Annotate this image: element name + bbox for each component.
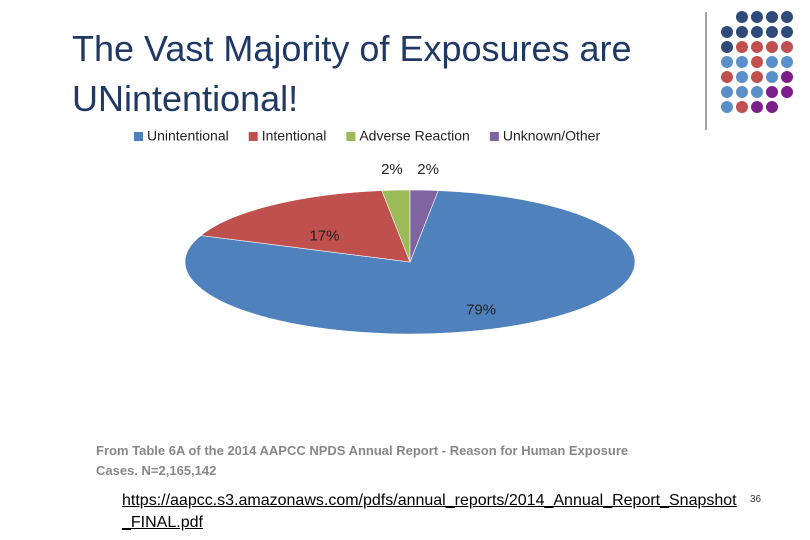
pie-slice: [409, 189, 439, 263]
dot: [736, 41, 748, 53]
pie-slice: [200, 190, 411, 263]
legend-swatch: [134, 132, 143, 141]
dot: [751, 41, 763, 53]
dot: [766, 71, 778, 83]
value-label: 79%: [466, 301, 496, 318]
legend-swatch: [248, 132, 258, 141]
dot: [721, 26, 733, 38]
legend-swatch: [346, 132, 356, 141]
dot: [751, 71, 763, 83]
decoration-dots: [721, 11, 793, 113]
dot: [781, 41, 793, 53]
value-label: 17%: [309, 228, 339, 245]
page-number: 36: [750, 494, 762, 505]
dot: [766, 86, 778, 98]
dot: [721, 101, 733, 113]
value-label: 2%: [381, 161, 403, 178]
slide-title: The Vast Majority of Exposures are UNint…: [72, 28, 632, 119]
dot: [751, 101, 763, 113]
dot: [751, 11, 763, 23]
dot: [736, 101, 748, 113]
dot: [721, 41, 733, 53]
dot: [736, 71, 748, 83]
caption: From Table 6A of the 2014 AAPCC NPDS Ann…: [96, 443, 628, 478]
dot: [781, 26, 793, 38]
value-label: 2%: [417, 161, 439, 178]
dot: [736, 11, 748, 23]
caption-line: From Table 6A of the 2014 AAPCC NPDS Ann…: [96, 443, 628, 478]
dot: [766, 101, 778, 113]
dot: [736, 26, 748, 38]
legend-label: Unknown/Other: [503, 128, 601, 144]
dot: [751, 56, 763, 68]
dot: [781, 56, 793, 68]
dot: [736, 86, 748, 98]
legend-swatch: [489, 132, 499, 141]
dot: [751, 86, 763, 98]
legend-label: Adverse Reaction: [359, 128, 470, 144]
source-link[interactable]: https://aapcc.s3.amazonaws.com/pdfs/annu…: [122, 492, 737, 531]
dot: [766, 26, 778, 38]
dot: [721, 56, 733, 68]
dot: [751, 26, 763, 38]
dot: [766, 56, 778, 68]
legend-label: Intentional: [262, 128, 327, 144]
dot: [766, 11, 778, 23]
dot: [766, 41, 778, 53]
dot: [721, 86, 733, 98]
legend-label: Unintentional: [147, 128, 229, 144]
dot: [736, 56, 748, 68]
dot: [781, 71, 793, 83]
dot: [781, 86, 793, 98]
dot: [781, 11, 793, 23]
dot: [721, 71, 733, 83]
